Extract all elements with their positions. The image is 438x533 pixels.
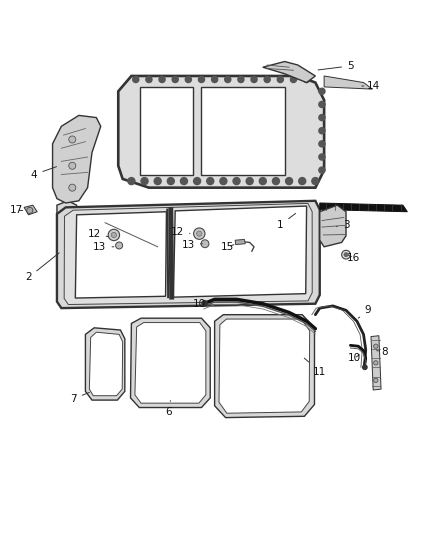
Polygon shape	[215, 314, 314, 418]
Circle shape	[111, 232, 117, 238]
Polygon shape	[75, 212, 166, 298]
Text: 9: 9	[358, 305, 371, 318]
Text: 4: 4	[31, 167, 57, 180]
Polygon shape	[64, 204, 312, 304]
Text: 12: 12	[171, 228, 190, 237]
Circle shape	[319, 141, 325, 147]
Circle shape	[27, 207, 33, 214]
Polygon shape	[24, 205, 37, 215]
Circle shape	[233, 177, 240, 184]
Circle shape	[185, 76, 191, 83]
Circle shape	[251, 76, 257, 83]
Circle shape	[146, 76, 152, 83]
Circle shape	[319, 167, 325, 173]
Circle shape	[201, 240, 209, 248]
Circle shape	[319, 101, 325, 108]
Polygon shape	[118, 76, 324, 188]
Circle shape	[363, 365, 367, 369]
Circle shape	[319, 128, 325, 134]
Text: 13: 13	[182, 240, 202, 251]
Circle shape	[238, 76, 244, 83]
Circle shape	[194, 177, 201, 184]
Text: 6: 6	[165, 401, 172, 417]
Circle shape	[128, 177, 135, 184]
Circle shape	[220, 177, 227, 184]
Text: 11: 11	[304, 358, 326, 377]
Circle shape	[272, 177, 279, 184]
Circle shape	[108, 229, 120, 241]
Polygon shape	[135, 322, 206, 403]
Circle shape	[154, 177, 161, 184]
Circle shape	[246, 177, 253, 184]
Text: 10: 10	[193, 298, 206, 309]
Text: 7: 7	[70, 392, 89, 404]
Polygon shape	[263, 61, 315, 83]
Text: 10: 10	[347, 353, 360, 364]
Circle shape	[277, 76, 283, 83]
Circle shape	[212, 76, 218, 83]
Circle shape	[264, 76, 270, 83]
Text: 14: 14	[362, 81, 380, 91]
Text: 15: 15	[221, 242, 234, 252]
Circle shape	[374, 378, 378, 383]
Circle shape	[342, 251, 350, 259]
Polygon shape	[89, 332, 123, 395]
Text: 2: 2	[25, 253, 59, 282]
Circle shape	[374, 361, 378, 365]
Circle shape	[374, 344, 378, 349]
Text: 1: 1	[277, 213, 296, 230]
Polygon shape	[201, 87, 285, 174]
Circle shape	[198, 76, 205, 83]
Text: 13: 13	[93, 242, 114, 252]
Circle shape	[319, 154, 325, 160]
Circle shape	[286, 177, 293, 184]
Polygon shape	[324, 76, 372, 89]
Circle shape	[312, 177, 319, 184]
Circle shape	[116, 242, 123, 249]
Circle shape	[202, 301, 207, 306]
Polygon shape	[371, 336, 381, 390]
Circle shape	[197, 231, 202, 236]
Circle shape	[69, 184, 76, 191]
Circle shape	[69, 162, 76, 169]
Circle shape	[259, 177, 266, 184]
Text: 5: 5	[318, 61, 354, 71]
Polygon shape	[140, 87, 193, 174]
Circle shape	[319, 115, 325, 120]
Circle shape	[141, 177, 148, 184]
Polygon shape	[85, 328, 125, 400]
Polygon shape	[219, 319, 310, 413]
Circle shape	[194, 228, 205, 239]
Circle shape	[133, 76, 139, 83]
Text: 17: 17	[10, 205, 23, 215]
Polygon shape	[320, 203, 407, 212]
Circle shape	[172, 76, 178, 83]
Polygon shape	[235, 239, 245, 245]
Circle shape	[159, 76, 165, 83]
Polygon shape	[57, 201, 320, 308]
Polygon shape	[53, 115, 101, 203]
Circle shape	[304, 76, 310, 83]
Circle shape	[319, 88, 325, 94]
Polygon shape	[320, 205, 346, 247]
Text: 3: 3	[336, 220, 350, 230]
Circle shape	[167, 177, 174, 184]
Text: 12: 12	[88, 229, 109, 239]
Circle shape	[344, 253, 348, 256]
Circle shape	[69, 136, 76, 143]
Polygon shape	[131, 318, 210, 408]
Text: 16: 16	[347, 253, 360, 263]
Circle shape	[207, 177, 214, 184]
Text: 8: 8	[377, 347, 388, 357]
Circle shape	[299, 177, 306, 184]
Circle shape	[290, 76, 297, 83]
Polygon shape	[173, 206, 307, 297]
Polygon shape	[57, 201, 77, 273]
Circle shape	[180, 177, 187, 184]
Circle shape	[225, 76, 231, 83]
